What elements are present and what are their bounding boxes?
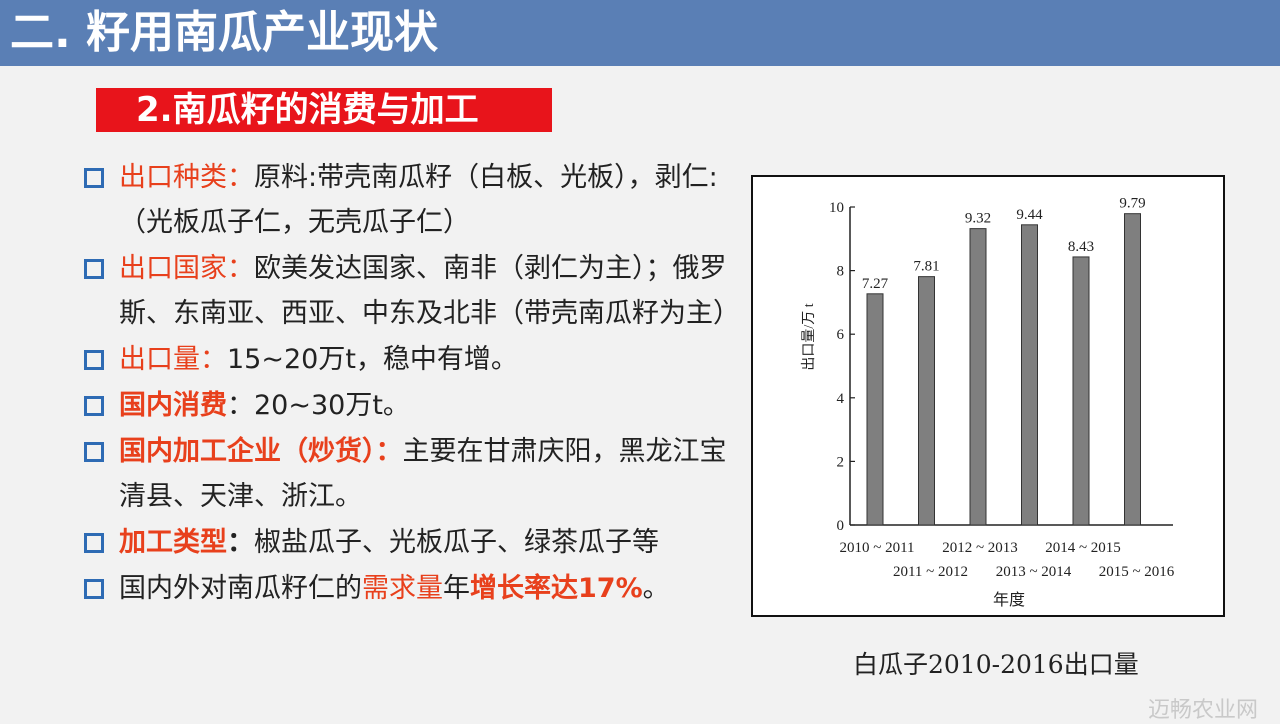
bar-value-label: 7.81 (913, 259, 939, 275)
x-tick-label: 2011 ~ 2012 (893, 564, 968, 580)
section-subtitle: 2.南瓜籽的消费与加工 (136, 90, 479, 130)
bullet-processing-types: 加工类型：椒盐瓜子、光板瓜子、绿茶瓜子等 (82, 520, 742, 565)
page-title: 二. 籽用南瓜产业现状 (10, 7, 439, 58)
x-tick-label: 2012 ~ 2013 (942, 540, 1018, 556)
x-tick-label: 2014 ~ 2015 (1045, 540, 1121, 556)
bar-value-label: 8.43 (1068, 239, 1094, 255)
y-tick-label: 4 (837, 391, 845, 407)
bar-value-label: 9.44 (1016, 207, 1043, 223)
chart-frame: 出口量/万 t 年度 0 2 4 6 8 10 7.27 2010 ~ 2011 7.81 201… (751, 175, 1225, 617)
bullet-export-types: 出口种类：原料:带壳南瓜籽（白板、光板），剥仁:（光板瓜子仁，无壳瓜子仁） (82, 155, 742, 245)
bar (918, 276, 935, 526)
bullet-processing-companies: 国内加工企业（炒货）：主要在甘肃庆阳，黑龙江宝清县、天津、浙江。 (82, 429, 742, 519)
export-bar-chart: 出口量/万 t 年度 0 2 4 6 8 10 7.27 2010 ~ 2011 7.81 201… (801, 196, 1175, 609)
bullet-label: 国内加工企业（炒货）： (119, 436, 403, 467)
bullet-label: 国内消费 (119, 390, 227, 421)
square-bullet-icon (84, 396, 104, 416)
bullet-export-countries: 出口国家：欧美发达国家、南非（剥仁为主）；俄罗斯、东南亚、西亚、中东及北非（带壳… (82, 246, 742, 336)
bar (866, 293, 884, 526)
x-tick-label: 2010 ~ 2011 (839, 540, 914, 556)
bullet-demand-growth: 国内外对南瓜籽仁的需求量年增长率达17%。 (82, 566, 742, 611)
x-axis-label: 年度 (993, 591, 1025, 609)
bullet-domestic-consumption: 国内消费：20~30万t。 (82, 383, 742, 428)
bar (1072, 256, 1090, 526)
y-tick-label: 6 (837, 327, 845, 343)
chart-caption: 白瓜子2010-2016出口量 (853, 650, 1139, 679)
bar-value-label: 9.79 (1119, 196, 1145, 212)
bullet-text: 原料:带壳南瓜籽（白板、光板），剥仁:（光板瓜子仁，无壳瓜子仁） (119, 162, 718, 238)
x-tick-label: 2015 ~ 2016 (1099, 564, 1175, 580)
bar-value-label: 9.32 (965, 211, 991, 227)
square-bullet-icon (84, 579, 104, 599)
bar (1021, 224, 1038, 526)
bullet-list: 出口种类：原料:带壳南瓜籽（白板、光板），剥仁:（光板瓜子仁，无壳瓜子仁） 出口… (82, 155, 742, 612)
bar (969, 228, 987, 526)
y-tick-label: 0 (837, 518, 845, 534)
bullet-export-volume: 出口量：15~20万t，稳中有增。 (82, 337, 742, 382)
square-bullet-icon (84, 442, 104, 462)
bullet-text: 欧美发达国家、南非（剥仁为主）；俄罗斯、东南亚、西亚、中东及北非（带壳南瓜籽为主… (119, 253, 740, 329)
header-bar: 二. 籽用南瓜产业现状 (0, 0, 1280, 66)
bullet-label: 出口国家 (119, 253, 227, 284)
square-bullet-icon (84, 350, 104, 370)
square-bullet-icon (84, 168, 104, 188)
bar (1124, 213, 1141, 526)
bullet-text: 椒盐瓜子、光板瓜子、绿茶瓜子等 (254, 527, 659, 558)
bar-value-label: 7.27 (862, 276, 889, 292)
y-axis-label: 出口量/万 t (801, 303, 817, 370)
bullet-text: 主要在甘肃庆阳，黑龙江宝清县、天津、浙江。 (119, 436, 727, 512)
bullet-label: 加工类型 (119, 527, 227, 558)
bullet-label: 出口量 (119, 344, 200, 375)
y-tick-label: 10 (829, 200, 844, 216)
x-tick-label: 2013 ~ 2014 (996, 564, 1072, 580)
bullet-text: 15~20万t，稳中有增。 (227, 344, 518, 375)
watermark: 迈畅农业网 (1148, 698, 1259, 723)
highlight-demand: 需求量 (362, 573, 443, 604)
bullet-text: 20~30万t。 (254, 390, 410, 421)
square-bullet-icon (84, 259, 104, 279)
y-tick-label: 8 (837, 264, 845, 280)
highlight-growth-rate: 增长率达17% (470, 573, 643, 604)
section-subtitle-box: 2.南瓜籽的消费与加工 (96, 88, 552, 132)
bullet-label: 出口种类 (119, 162, 227, 193)
square-bullet-icon (84, 533, 104, 553)
y-tick-label: 2 (837, 454, 845, 470)
